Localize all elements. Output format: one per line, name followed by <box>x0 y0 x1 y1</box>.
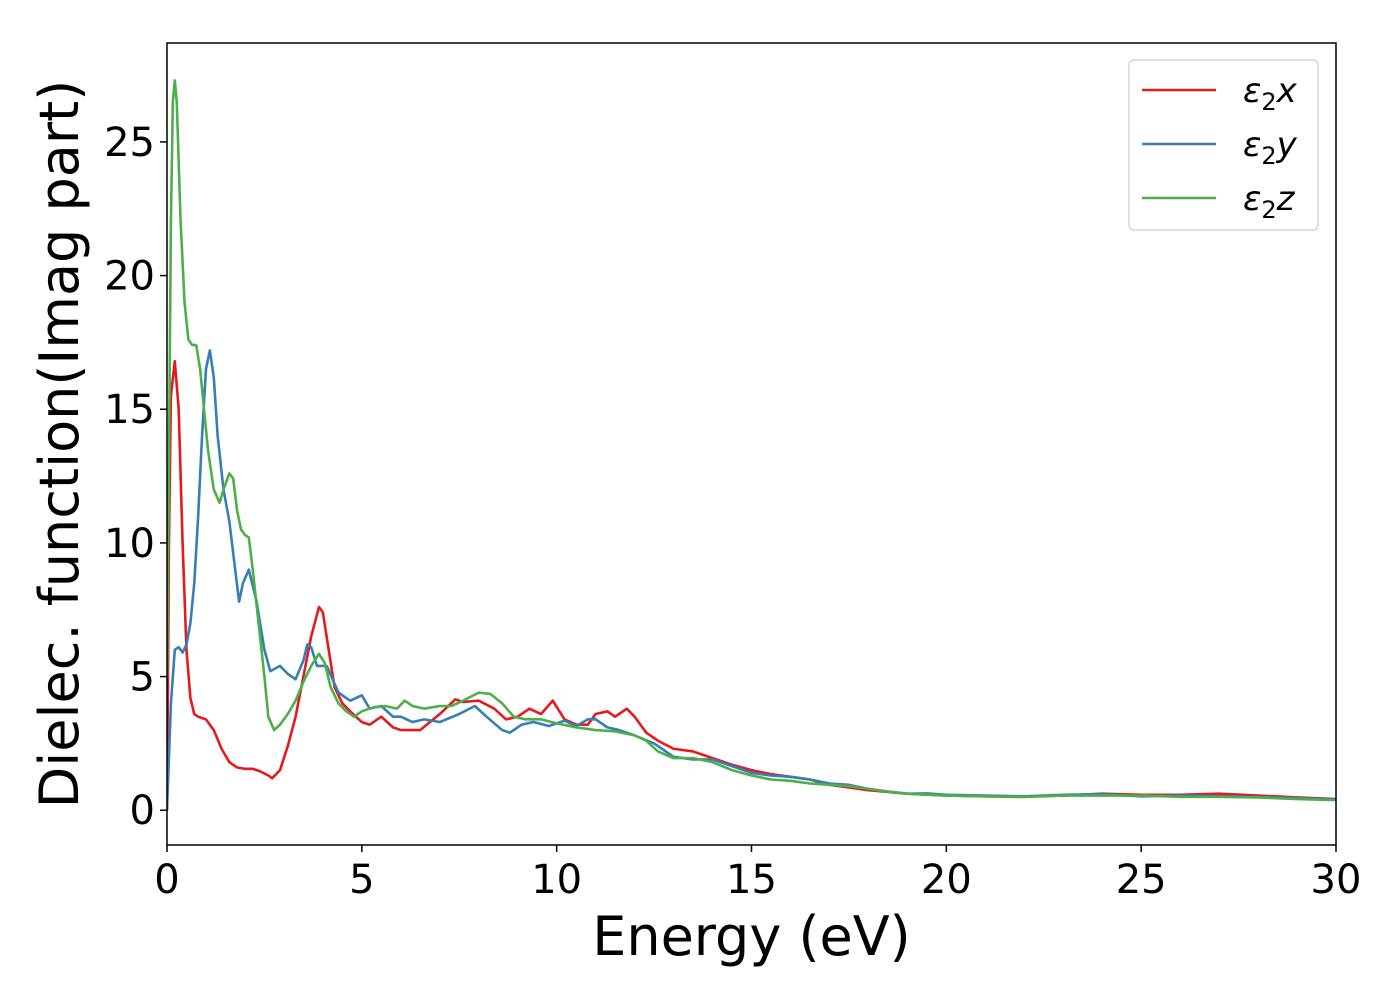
x-tick-label: 15 <box>726 857 777 903</box>
x-tick-label: 20 <box>921 857 972 903</box>
legend-box <box>1128 59 1319 231</box>
y-axis-ticks: 0 5 10 15 20 25 <box>104 120 167 834</box>
x-tick-label: 10 <box>531 857 582 903</box>
x-tick-label: 25 <box>1116 857 1167 903</box>
plot-lines <box>167 79 1336 811</box>
legend-item-z: ε2z <box>1142 179 1296 224</box>
y-tick-label: 15 <box>104 387 155 433</box>
x-tick-label: 5 <box>349 857 374 903</box>
legend-label: ε2x <box>1243 71 1298 116</box>
legend: ε2x ε2y ε2z <box>1128 59 1319 231</box>
legend-label: ε2z <box>1243 179 1296 224</box>
legend-item-y: ε2y <box>1142 125 1298 170</box>
y-tick-label: 0 <box>130 788 155 834</box>
y-tick-label: 5 <box>130 655 155 701</box>
y-tick-label: 10 <box>104 521 155 567</box>
x-axis-label: Energy (eV) <box>592 905 911 968</box>
y-axis-label: Dielec. function(Imag part) <box>28 80 91 809</box>
series-line-y <box>167 349 1336 811</box>
series-line-z <box>167 79 1336 802</box>
legend-item-x: ε2x <box>1142 71 1298 116</box>
series-line-x <box>167 359 1336 811</box>
y-tick-label: 20 <box>104 254 155 300</box>
legend-label: ε2y <box>1243 125 1298 170</box>
x-axis-ticks: 0 5 10 15 20 25 30 <box>154 845 1361 903</box>
x-tick-label: 30 <box>1311 857 1362 903</box>
x-tick-label: 0 <box>154 857 179 903</box>
y-tick-label: 25 <box>104 120 155 166</box>
